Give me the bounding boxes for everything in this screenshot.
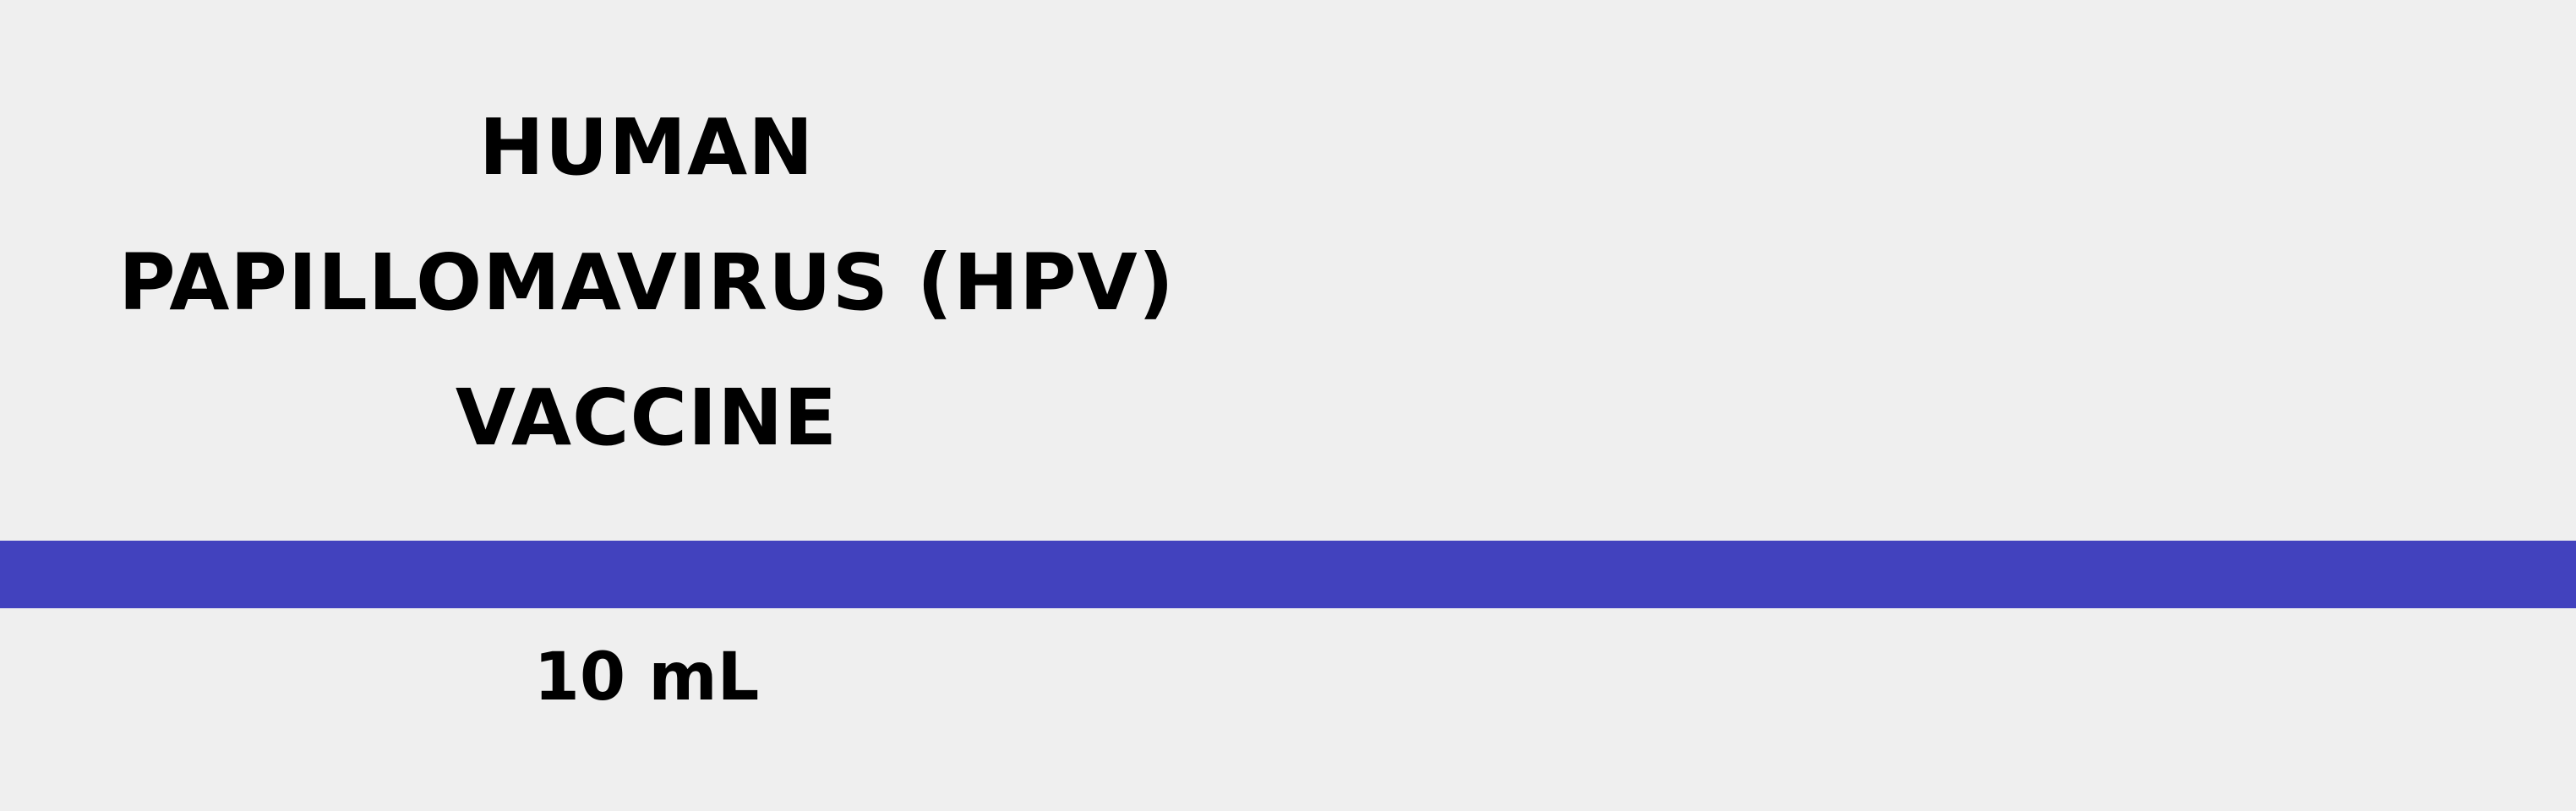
title-line-2: PAPILLOMAVIRUS (HPV): [118, 237, 1175, 328]
product-title: HUMAN PAPILLOMAVIRUS (HPV) VACCINE: [0, 80, 1293, 486]
color-band: [0, 541, 2576, 608]
title-line-1: HUMAN: [478, 102, 815, 193]
title-line-3: VACCINE: [455, 373, 838, 463]
volume-text: 10 mL: [533, 640, 760, 716]
